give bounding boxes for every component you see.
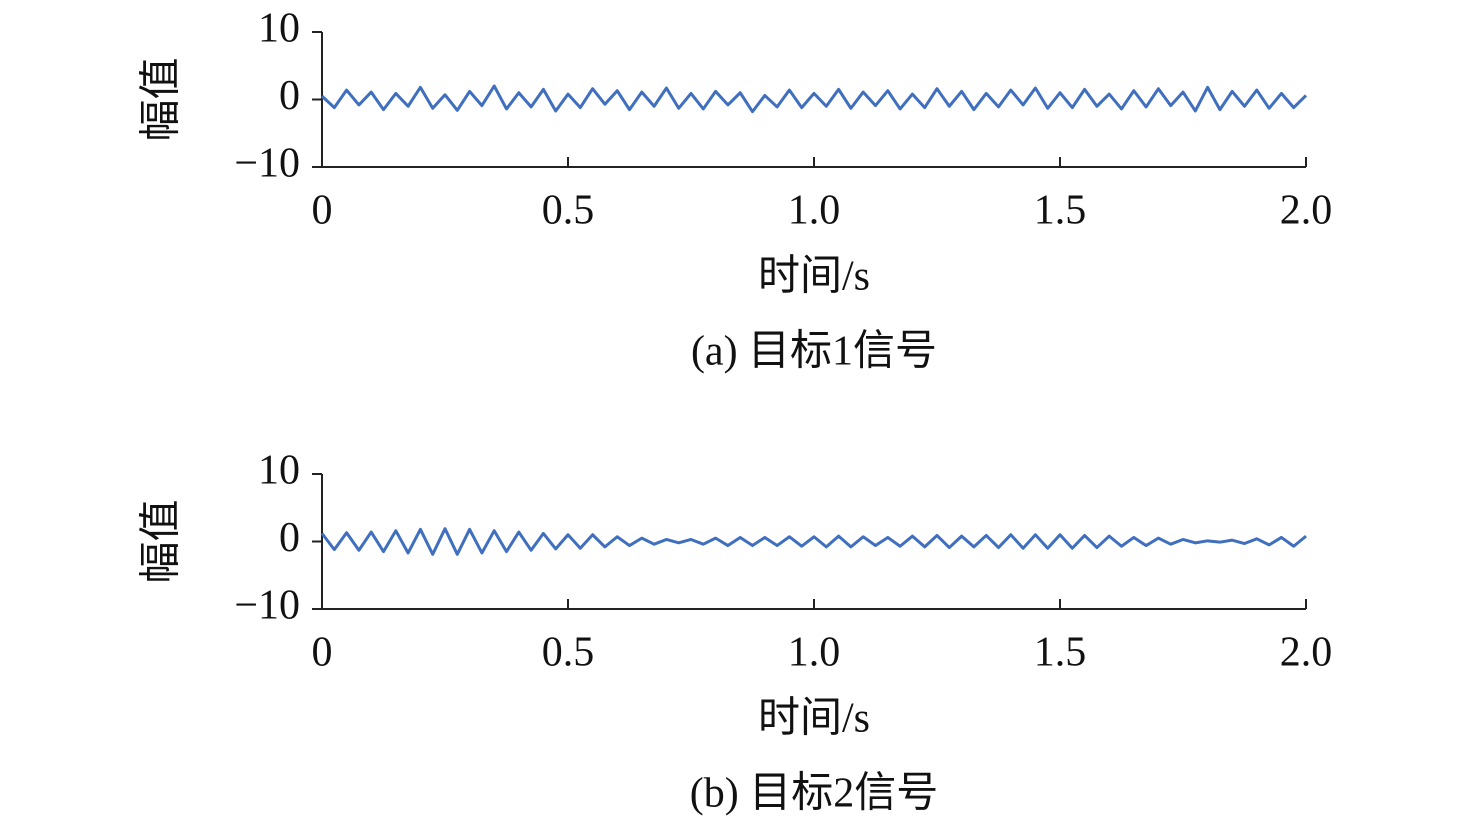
chart-title: (b) 目标2信号 bbox=[690, 771, 938, 817]
x-tick-label: 0 bbox=[312, 188, 333, 234]
x-tick-label: 1.0 bbox=[788, 630, 841, 676]
x-tick-label: 1.5 bbox=[1034, 188, 1087, 234]
y-tick-label: −10 bbox=[234, 141, 300, 187]
x-tick-label: 1.5 bbox=[1034, 630, 1087, 676]
y-tick-label: 10 bbox=[258, 6, 300, 52]
signal-line bbox=[320, 84, 1308, 114]
y-axis-label: 幅值 bbox=[139, 499, 185, 583]
x-tick-label: 0 bbox=[312, 630, 333, 676]
y-axis-label: 幅值 bbox=[139, 57, 185, 141]
y-tick-label: −10 bbox=[234, 583, 300, 629]
y-tick-label: 0 bbox=[279, 73, 300, 119]
y-tick-label: 10 bbox=[258, 448, 300, 494]
chart-title: (a) 目标1信号 bbox=[691, 329, 937, 375]
x-axis-label: 时间/s bbox=[758, 696, 870, 742]
signal-line bbox=[320, 527, 1307, 556]
x-tick-label: 2.0 bbox=[1280, 188, 1333, 234]
x-tick-label: 1.0 bbox=[788, 188, 841, 234]
x-axis-label: 时间/s bbox=[758, 254, 870, 300]
y-tick-label: 0 bbox=[279, 515, 300, 561]
x-tick-label: 2.0 bbox=[1280, 630, 1333, 676]
x-tick-label: 0.5 bbox=[542, 188, 595, 234]
x-tick-label: 0.5 bbox=[542, 630, 595, 676]
